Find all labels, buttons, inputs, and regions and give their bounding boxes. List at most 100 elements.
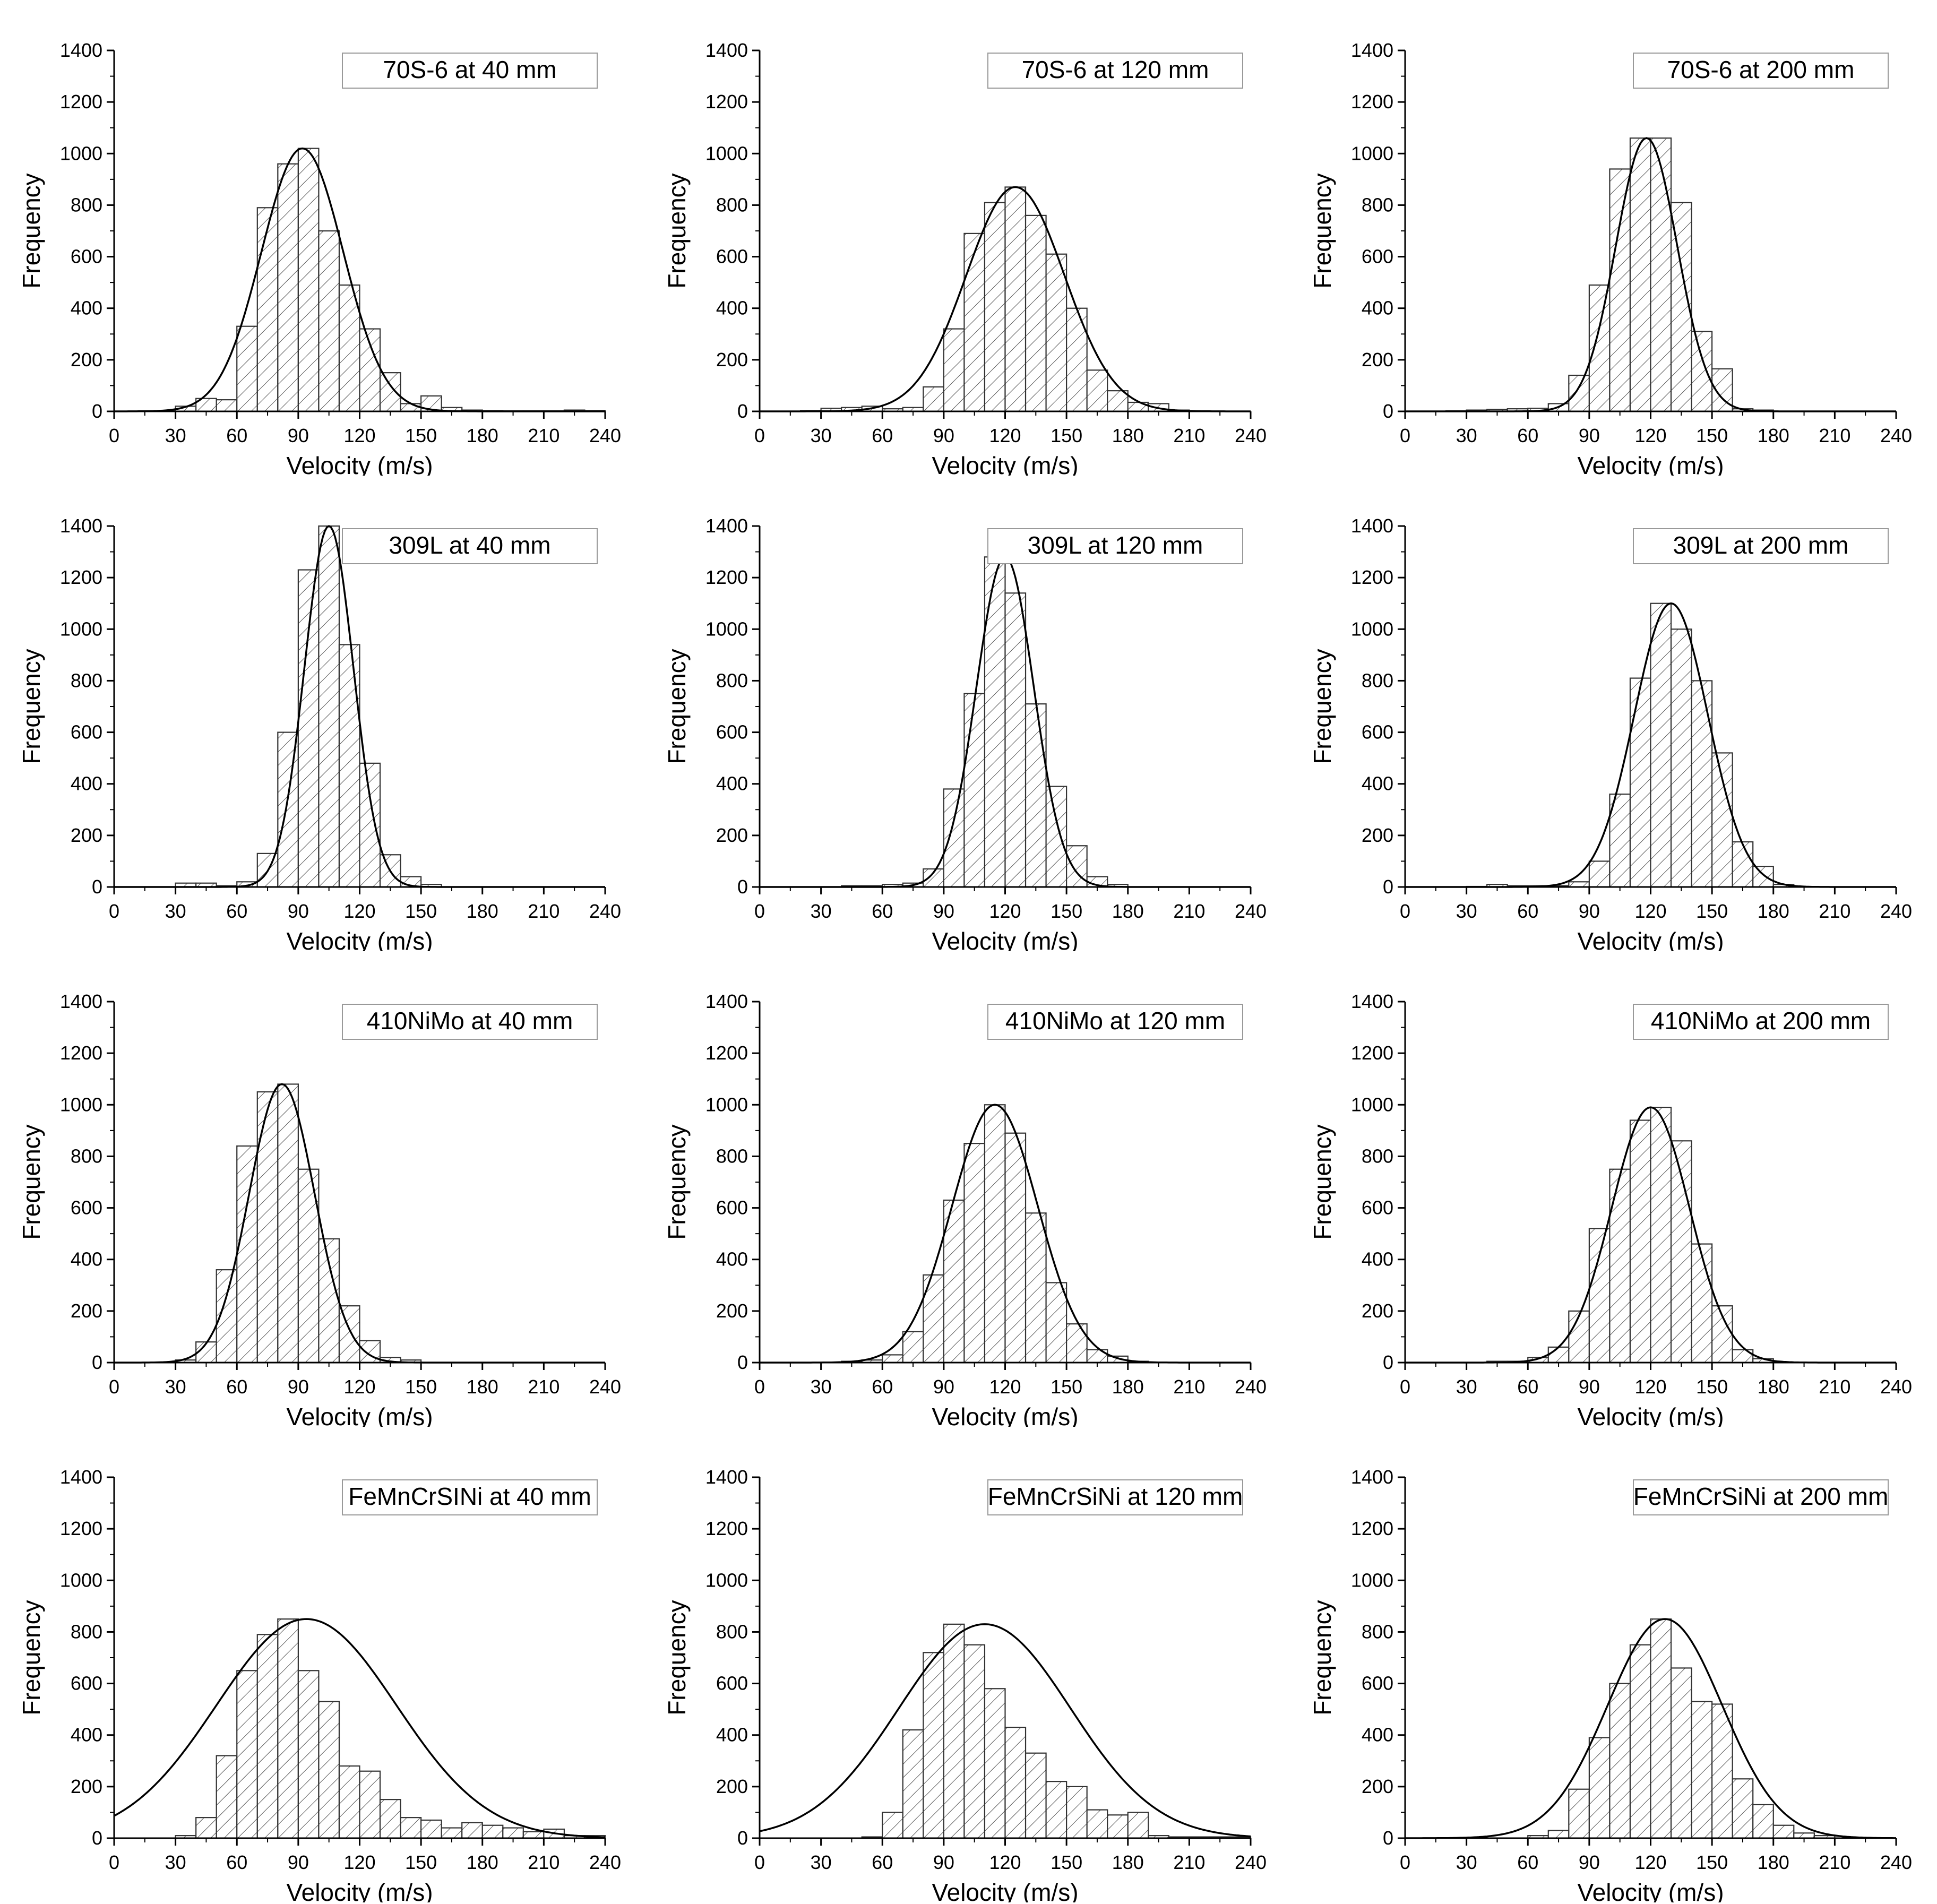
y-tick-label: 0 [737,1351,748,1373]
y-tick-label: 0 [737,1827,748,1849]
panel-title-box [1633,1479,1889,1515]
x-tick-label: 0 [1400,1851,1410,1873]
x-tick-label: 210 [528,900,559,922]
y-tick-label: 1400 [60,990,102,1012]
histogram-panel-10: 0 30 60 90 120 150 180 210 240 0 200 400 600 800 1000 1… [0,1427,645,1902]
y-tick-label: 1400 [1351,515,1393,537]
x-tick-label: 240 [1235,1851,1267,1873]
x-tick-label: 180 [1112,425,1144,446]
x-tick-label: 240 [1235,900,1267,922]
y-tick-label: 1000 [705,142,748,164]
y-tick-label: 800 [1362,1145,1393,1167]
y-tick-label: 800 [1362,669,1393,691]
histogram-panel-6: 0 30 60 90 120 150 180 210 240 0 200 400 600 800 1000 1… [1291,476,1936,951]
histogram-bar [1045,253,1067,412]
x-tick-label: 210 [1819,1376,1850,1398]
x-tick-label: 240 [1235,425,1267,446]
histogram-bar [1650,602,1672,888]
x-tick-label: 60 [226,1376,247,1398]
x-axis-label: Velocity (m/s) [286,1403,433,1427]
x-tick-label: 150 [1051,900,1082,922]
histogram-bar [1066,1786,1088,1839]
histogram-bar [379,1799,401,1839]
histogram-bar [963,693,986,888]
y-tick-label: 0 [92,1351,102,1373]
panel-title: FeMnCrSiNi at 200 mm [1633,1483,1889,1510]
x-tick-label: 60 [1517,425,1538,446]
histogram-svg: 0 30 60 90 120 150 180 210 240 0 200 400 600 800 1000 1… [18,515,621,951]
histogram-bar [1691,1701,1713,1839]
y-tick-label: 400 [1362,297,1393,319]
x-axis-label: Velocity (m/s) [286,1879,433,1902]
histogram-bar [461,1822,483,1839]
histogram-bar [318,525,340,888]
x-tick-label: 120 [1634,1376,1666,1398]
histogram-bar [379,372,401,412]
x-axis-label: Velocity (m/s) [1577,1403,1724,1427]
panel-title: FeMnCrSINi at 40 mm [348,1483,591,1510]
y-tick-label: 600 [716,246,748,268]
histogram-bar [256,1634,279,1839]
x-tick-label: 30 [165,1376,186,1398]
normal-fit-curve [1405,137,1896,412]
histogram-bar [963,1143,986,1364]
histogram-bar [236,1670,258,1839]
x-axis-label: Velocity (m/s) [1577,1879,1724,1902]
x-tick-label: 210 [1819,1851,1850,1873]
histogram-bar [277,1083,299,1364]
y-tick-label: 600 [1362,721,1393,743]
y-tick-label: 0 [92,876,102,898]
y-tick-label: 1400 [705,1466,748,1488]
x-tick-label: 150 [1696,900,1728,922]
x-tick-label: 90 [288,1851,309,1873]
y-tick-label: 1000 [705,1093,748,1115]
histogram-bar [1127,1812,1149,1839]
y-axis-label: Frequency [663,1124,691,1239]
normal-fit-curve [760,1104,1251,1364]
histogram-bar [1004,1132,1027,1364]
x-tick-label: 210 [528,1851,559,1873]
y-tick-label: 1400 [60,1466,102,1488]
x-tick-label: 210 [528,425,559,446]
x-tick-label: 90 [288,1376,309,1398]
y-axis-label: Frequency [18,1600,45,1715]
x-tick-label: 0 [109,1851,119,1873]
histogram-bar [943,328,965,412]
y-tick-label: 1200 [705,91,748,113]
x-axis-label: Velocity (m/s) [1577,927,1724,951]
histogram-panel-11: 0 30 60 90 120 150 180 210 240 0 200 400 600 800 1000 1… [645,1427,1291,1902]
histogram-bar [923,1652,944,1839]
histogram-svg: 0 30 60 90 120 150 180 210 240 0 200 400 600 800 1000 1… [18,39,621,476]
histogram-panel-2: 0 30 60 90 120 150 180 210 240 0 200 400 600 800 1000 1… [645,0,1291,476]
x-tick-label: 30 [165,900,186,922]
y-tick-label: 600 [1362,1197,1393,1219]
x-axis-label: Velocity (m/s) [932,452,1078,476]
normal-fit-curve [114,147,605,412]
histogram-svg: 0 30 60 90 120 150 180 210 240 0 200 400 600 800 1000 1… [663,1466,1267,1902]
y-tick-label: 1000 [60,1093,102,1115]
x-tick-label: 180 [467,425,498,446]
x-tick-label: 0 [754,1851,765,1873]
x-tick-label: 90 [1579,1376,1600,1398]
histogram-bar [1609,1683,1631,1839]
y-tick-label: 400 [716,773,748,795]
x-tick-label: 60 [872,900,893,922]
histogram-panel-12: 0 30 60 90 120 150 180 210 240 0 200 400 600 800 1000 1… [1291,1427,1936,1902]
histogram-bar [1609,794,1631,888]
x-tick-label: 180 [467,1376,498,1398]
x-tick-label: 210 [1819,900,1850,922]
histogram-svg: 0 30 60 90 120 150 180 210 240 0 200 400 600 800 1000 1… [663,515,1267,951]
x-tick-label: 210 [1173,900,1205,922]
histogram-bar [1772,1824,1795,1839]
histogram-bar [1711,1703,1733,1839]
histogram-bar [984,1104,1006,1364]
histogram-bar [1691,680,1713,888]
histogram-bar [318,1238,340,1364]
y-tick-label: 1400 [705,990,748,1012]
panel-title: 410NiMo at 120 mm [1005,1007,1225,1035]
histogram-panel-4: 0 30 60 90 120 150 180 210 240 0 200 400 600 800 1000 1… [0,476,645,951]
x-tick-label: 30 [165,1851,186,1873]
x-tick-label: 180 [467,900,498,922]
x-tick-label: 60 [872,425,893,446]
x-axis-label: Velocity (m/s) [1577,452,1724,476]
